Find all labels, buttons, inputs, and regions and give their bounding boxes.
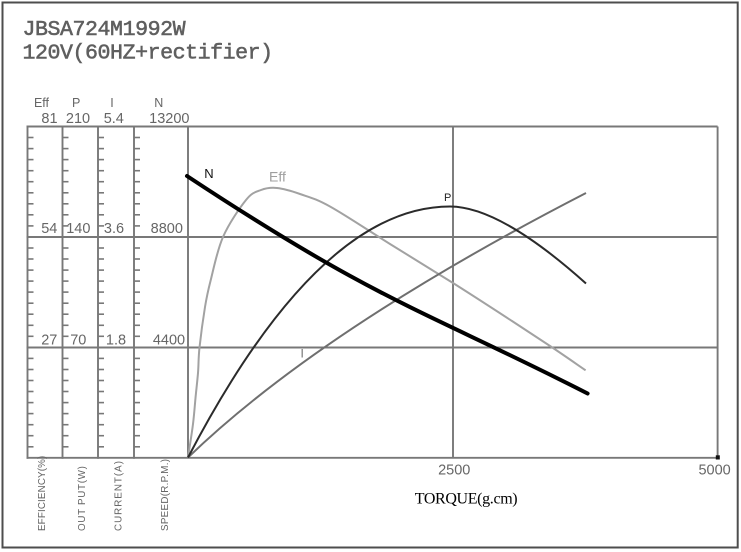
svg-text:JBSA724M1992W: JBSA724M1992W	[23, 18, 186, 42]
svg-text:N: N	[204, 166, 213, 181]
svg-text:N: N	[154, 96, 163, 110]
svg-text:Eff: Eff	[34, 96, 50, 110]
svg-text:3.6: 3.6	[104, 221, 124, 237]
svg-text:EFFICIENCY(%): EFFICIENCY(%)	[37, 456, 48, 531]
svg-text:5.4: 5.4	[104, 111, 124, 127]
svg-text:P: P	[444, 192, 451, 204]
svg-text:70: 70	[70, 333, 86, 349]
svg-text:1.8: 1.8	[106, 333, 126, 349]
svg-text:2500: 2500	[438, 463, 470, 479]
svg-text:140: 140	[66, 221, 90, 237]
svg-text:8800: 8800	[151, 221, 183, 237]
svg-text:120V(60HZ+rectifier): 120V(60HZ+rectifier)	[23, 41, 273, 65]
svg-text:5000: 5000	[698, 463, 730, 479]
svg-text:I: I	[110, 96, 113, 110]
svg-text:P: P	[72, 96, 80, 110]
svg-text:4400: 4400	[153, 333, 185, 349]
svg-text:Eff: Eff	[269, 169, 286, 185]
svg-text:SPEED(R.P.M.): SPEED(R.P.M.)	[160, 459, 171, 531]
svg-text:CURRENT(A): CURRENT(A)	[114, 460, 125, 531]
svg-text:13200: 13200	[149, 111, 189, 127]
svg-text:210: 210	[66, 111, 90, 127]
svg-text:27: 27	[41, 333, 57, 349]
svg-text:I: I	[301, 347, 304, 361]
svg-text:TORQUE(g.cm): TORQUE(g.cm)	[415, 491, 518, 508]
svg-text:OUT PUT(W): OUT PUT(W)	[77, 465, 88, 531]
svg-text:81: 81	[41, 111, 57, 127]
svg-text:54: 54	[41, 221, 57, 237]
